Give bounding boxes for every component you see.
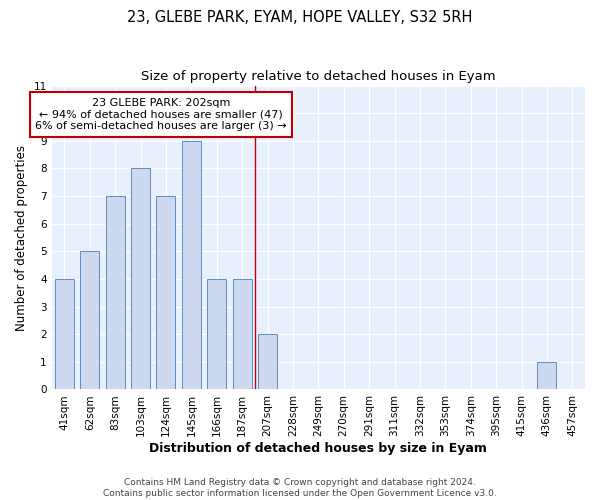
- Bar: [55, 279, 74, 390]
- Bar: [157, 196, 175, 390]
- Bar: [106, 196, 125, 390]
- Bar: [131, 168, 150, 390]
- Bar: [182, 141, 201, 390]
- Text: Contains HM Land Registry data © Crown copyright and database right 2024.
Contai: Contains HM Land Registry data © Crown c…: [103, 478, 497, 498]
- Bar: [233, 279, 251, 390]
- Bar: [207, 279, 226, 390]
- Bar: [258, 334, 277, 390]
- Bar: [80, 252, 99, 390]
- Y-axis label: Number of detached properties: Number of detached properties: [15, 144, 28, 330]
- Text: 23 GLEBE PARK: 202sqm
← 94% of detached houses are smaller (47)
6% of semi-detac: 23 GLEBE PARK: 202sqm ← 94% of detached …: [35, 98, 287, 131]
- Text: 23, GLEBE PARK, EYAM, HOPE VALLEY, S32 5RH: 23, GLEBE PARK, EYAM, HOPE VALLEY, S32 5…: [127, 10, 473, 25]
- Title: Size of property relative to detached houses in Eyam: Size of property relative to detached ho…: [141, 70, 496, 83]
- Bar: [538, 362, 556, 390]
- X-axis label: Distribution of detached houses by size in Eyam: Distribution of detached houses by size …: [149, 442, 487, 455]
